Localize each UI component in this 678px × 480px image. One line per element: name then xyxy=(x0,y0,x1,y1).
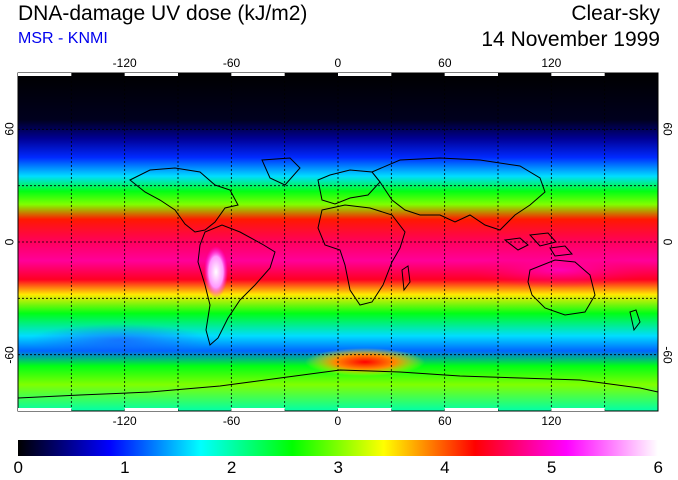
frame-tick-bar xyxy=(124,73,178,76)
lon-tick-label: 0 xyxy=(334,56,342,70)
map-title: DNA-damage UV dose (kJ/m2) xyxy=(18,2,308,25)
colorbar-label: 2 xyxy=(226,458,237,477)
colorbar-label: 4 xyxy=(440,458,450,477)
lon-tick-label: 120 xyxy=(541,56,562,70)
frame-tick-bars xyxy=(18,73,605,411)
date-label: 14 November 1999 xyxy=(481,28,660,51)
lon-tick-label: 0 xyxy=(334,414,342,428)
frame-tick-bar xyxy=(124,408,178,411)
madagascar-outline xyxy=(401,265,411,292)
greenland-outline xyxy=(261,157,301,186)
colorbar-label: 5 xyxy=(546,458,557,477)
colorbar xyxy=(18,440,658,456)
lat-tick-label: -60 xyxy=(660,345,675,364)
lat-tick-label: 60 xyxy=(660,122,675,137)
sky-condition-label: Clear-sky xyxy=(571,2,660,25)
frame-tick-bar xyxy=(338,408,392,411)
south-america-outline xyxy=(197,224,276,346)
graticule xyxy=(18,73,658,411)
lon-tick-label: -120 xyxy=(112,414,137,428)
lat-tick-label: -60 xyxy=(2,345,17,364)
lat-tick-label: 0 xyxy=(1,238,16,246)
frame-tick-bar xyxy=(18,408,72,411)
frame-tick-bar xyxy=(231,73,285,76)
colorbar-label: 0 xyxy=(13,458,23,477)
australia-outline xyxy=(527,259,596,316)
colorbar-label: 6 xyxy=(653,458,663,477)
lon-tick-label: -60 xyxy=(222,414,241,428)
frame-tick-bar xyxy=(231,408,285,411)
lon-tick-label: -60 xyxy=(222,56,241,70)
lon-tick-label: 60 xyxy=(438,56,452,70)
north-america-outline xyxy=(129,167,239,233)
antarctica-outline xyxy=(18,369,658,399)
source-label: MSR - KNMI xyxy=(18,30,108,47)
frame-tick-bar xyxy=(338,73,392,76)
coastlines xyxy=(18,157,658,399)
lat-tick-label: 0 xyxy=(659,238,674,246)
pacific-high-dose-region xyxy=(470,252,650,288)
andes-high-dose-region xyxy=(204,246,228,298)
lon-tick-label: 120 xyxy=(541,414,562,428)
frame-tick-bar xyxy=(444,73,498,76)
lon-tick-label: 60 xyxy=(438,414,452,428)
frame-tick-bar xyxy=(551,73,605,76)
frame-tick-bar xyxy=(444,408,498,411)
low-dose-region xyxy=(30,324,210,356)
europe-outline xyxy=(317,169,381,205)
frame-tick-bar xyxy=(551,408,605,411)
new-zealand-outline xyxy=(629,309,641,332)
asia-outline xyxy=(371,157,546,231)
lon-tick-label: -120 xyxy=(112,56,137,70)
lat-tick-label: 60 xyxy=(2,122,17,137)
frame-tick-bar xyxy=(18,73,72,76)
colorbar-label: 1 xyxy=(120,458,130,477)
colorbar-label: 3 xyxy=(333,458,343,477)
africa-outline xyxy=(317,204,406,306)
